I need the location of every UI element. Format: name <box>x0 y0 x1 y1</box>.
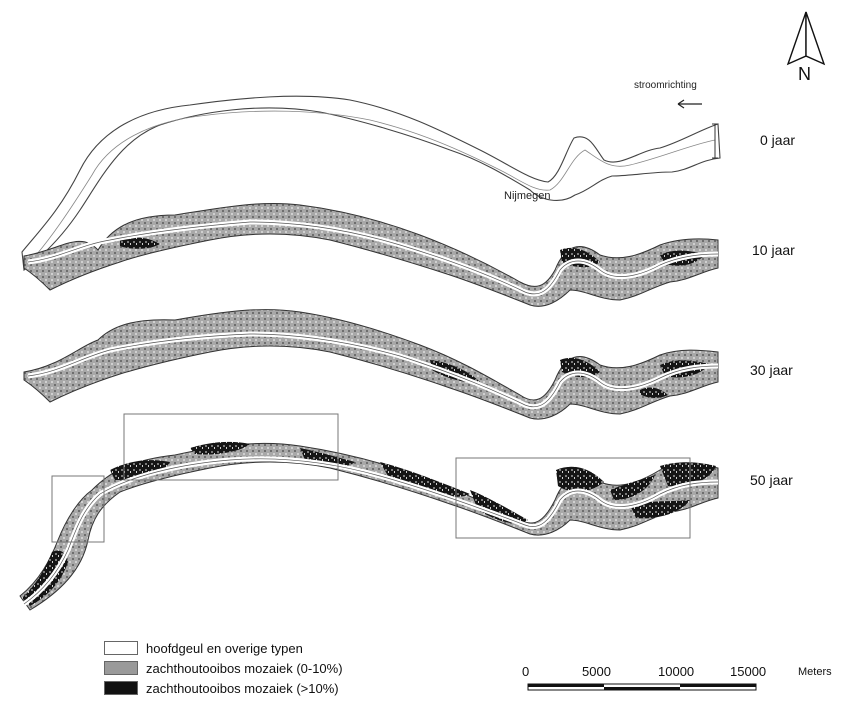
city-label-nijmegen: Nijmegen <box>504 190 551 202</box>
vegetation-belt <box>23 202 719 307</box>
year-label-30: 30 jaar <box>750 362 793 378</box>
legend-swatch-black <box>104 681 138 695</box>
main-channel-edge <box>27 221 719 295</box>
scale-tick-15000: 15000 <box>730 664 767 679</box>
legend-swatch-gray <box>104 661 138 675</box>
year-label-10: 10 jaar <box>752 242 795 258</box>
vegetation-belt <box>23 309 719 420</box>
main-channel-edge <box>27 333 719 408</box>
year-label-50: 50 jaar <box>750 472 793 488</box>
year-label-0: 0 jaar <box>760 132 796 148</box>
legend-label: zachthoutooibos mozaiek (>10%) <box>146 680 339 696</box>
detail-box-west <box>51 475 105 543</box>
legend-swatch-white <box>104 641 138 655</box>
scale-bar <box>527 683 757 691</box>
flow-direction-arrow-icon <box>677 99 702 109</box>
river-panel-50-jaar <box>19 413 719 611</box>
scale-tick-5000: 5000 <box>582 664 611 679</box>
main-channel <box>29 110 716 263</box>
legend-item-main-channel: hoofdgeul en overige typen <box>104 640 303 656</box>
legend-label: hoofdgeul en overige typen <box>146 640 303 656</box>
detail-box-east <box>455 457 691 539</box>
legend-label: zachthoutooibos mozaiek (0-10%) <box>146 660 343 676</box>
detail-box-center <box>123 413 339 481</box>
floodplain-outline <box>21 95 721 272</box>
legend-item-softwood-low: zachthoutooibos mozaiek (0-10%) <box>104 660 343 676</box>
dark-patches <box>430 357 710 398</box>
legend-item-softwood-high: zachthoutooibos mozaiek (>10%) <box>104 680 339 696</box>
scale-tick-10000: 10000 <box>658 664 695 679</box>
north-label: N <box>798 64 811 84</box>
river-panel-10-jaar <box>23 202 719 307</box>
river-panel-0-jaar <box>21 95 721 272</box>
scale-unit-label: Meters <box>798 666 832 678</box>
scale-tick-0: 0 <box>522 664 530 679</box>
river-panel-30-jaar <box>23 309 719 420</box>
flow-direction-label: stroomrichting <box>634 80 697 91</box>
main-channel-edge <box>23 458 719 605</box>
flow-gauge-marker <box>712 123 718 159</box>
north-arrow-icon <box>786 11 826 66</box>
